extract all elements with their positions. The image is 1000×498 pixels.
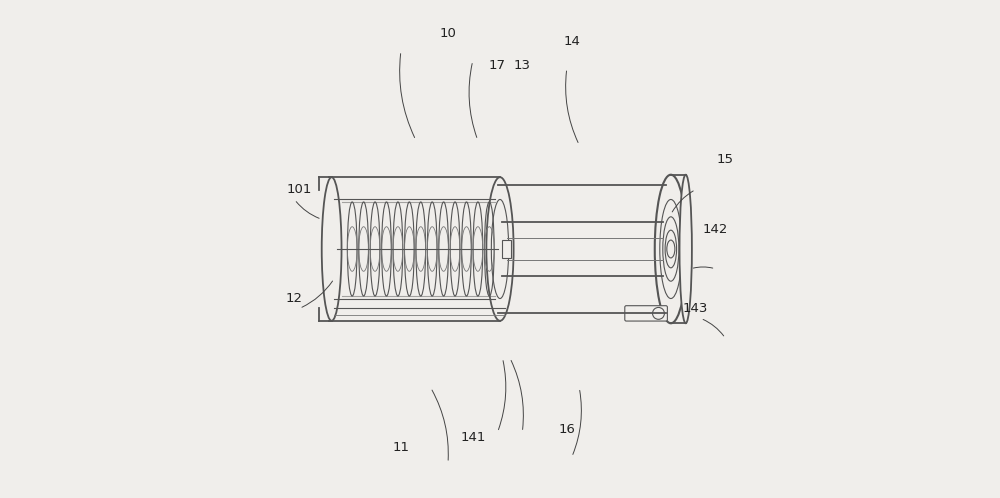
Ellipse shape xyxy=(655,175,687,323)
Text: 141: 141 xyxy=(460,431,485,444)
Bar xyxy=(502,241,511,257)
Text: 101: 101 xyxy=(287,183,312,196)
Text: 11: 11 xyxy=(392,441,409,454)
Text: 12: 12 xyxy=(286,292,303,305)
Text: 17: 17 xyxy=(489,59,506,72)
Ellipse shape xyxy=(491,200,509,298)
Text: 142: 142 xyxy=(703,223,728,236)
Text: 16: 16 xyxy=(558,423,575,436)
Text: 143: 143 xyxy=(683,302,708,315)
Ellipse shape xyxy=(680,175,692,323)
Text: 10: 10 xyxy=(440,27,456,40)
Text: 13: 13 xyxy=(514,59,531,72)
Ellipse shape xyxy=(486,177,514,321)
Text: 15: 15 xyxy=(717,153,734,166)
FancyBboxPatch shape xyxy=(625,306,667,321)
Text: 14: 14 xyxy=(563,34,580,47)
